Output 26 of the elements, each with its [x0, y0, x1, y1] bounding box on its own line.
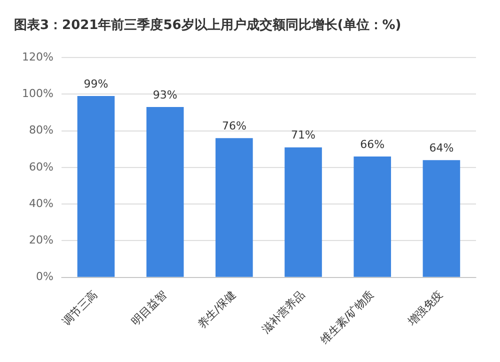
- chart-title: 图表3：2021年前三季度56岁以上用户成交额同比增长(单位：%): [14, 17, 402, 34]
- y-tick-label: 60%: [28, 160, 54, 174]
- bar: [146, 107, 184, 277]
- bar: [216, 138, 253, 277]
- data-label: 64%: [429, 142, 454, 155]
- data-label: 99%: [84, 77, 108, 90]
- y-tick-label: 40%: [28, 196, 54, 210]
- y-tick-label: 120%: [22, 50, 54, 64]
- y-tick-label: 20%: [28, 234, 54, 247]
- x-tick-label: 增强免疫: [404, 288, 446, 330]
- bar: [354, 156, 392, 277]
- data-label: 71%: [291, 128, 316, 142]
- y-tick-label: 80%: [28, 124, 54, 137]
- x-tick-label: 养生/保健: [195, 288, 238, 331]
- bar: [77, 96, 115, 277]
- bar: [284, 147, 322, 277]
- data-label: 93%: [152, 88, 178, 102]
- data-label: 76%: [222, 120, 246, 133]
- y-tick-label: 100%: [22, 87, 54, 100]
- y-tick-label: 0%: [36, 270, 54, 284]
- x-tick-label: 调节三高: [60, 288, 100, 328]
- x-tick-label: 明目益智: [128, 288, 170, 328]
- x-tick-label: 维生素/矿物质: [318, 288, 377, 346]
- bar: [422, 160, 460, 277]
- x-tick-label: 滋补营养品: [259, 288, 308, 336]
- data-label: 66%: [360, 138, 385, 151]
